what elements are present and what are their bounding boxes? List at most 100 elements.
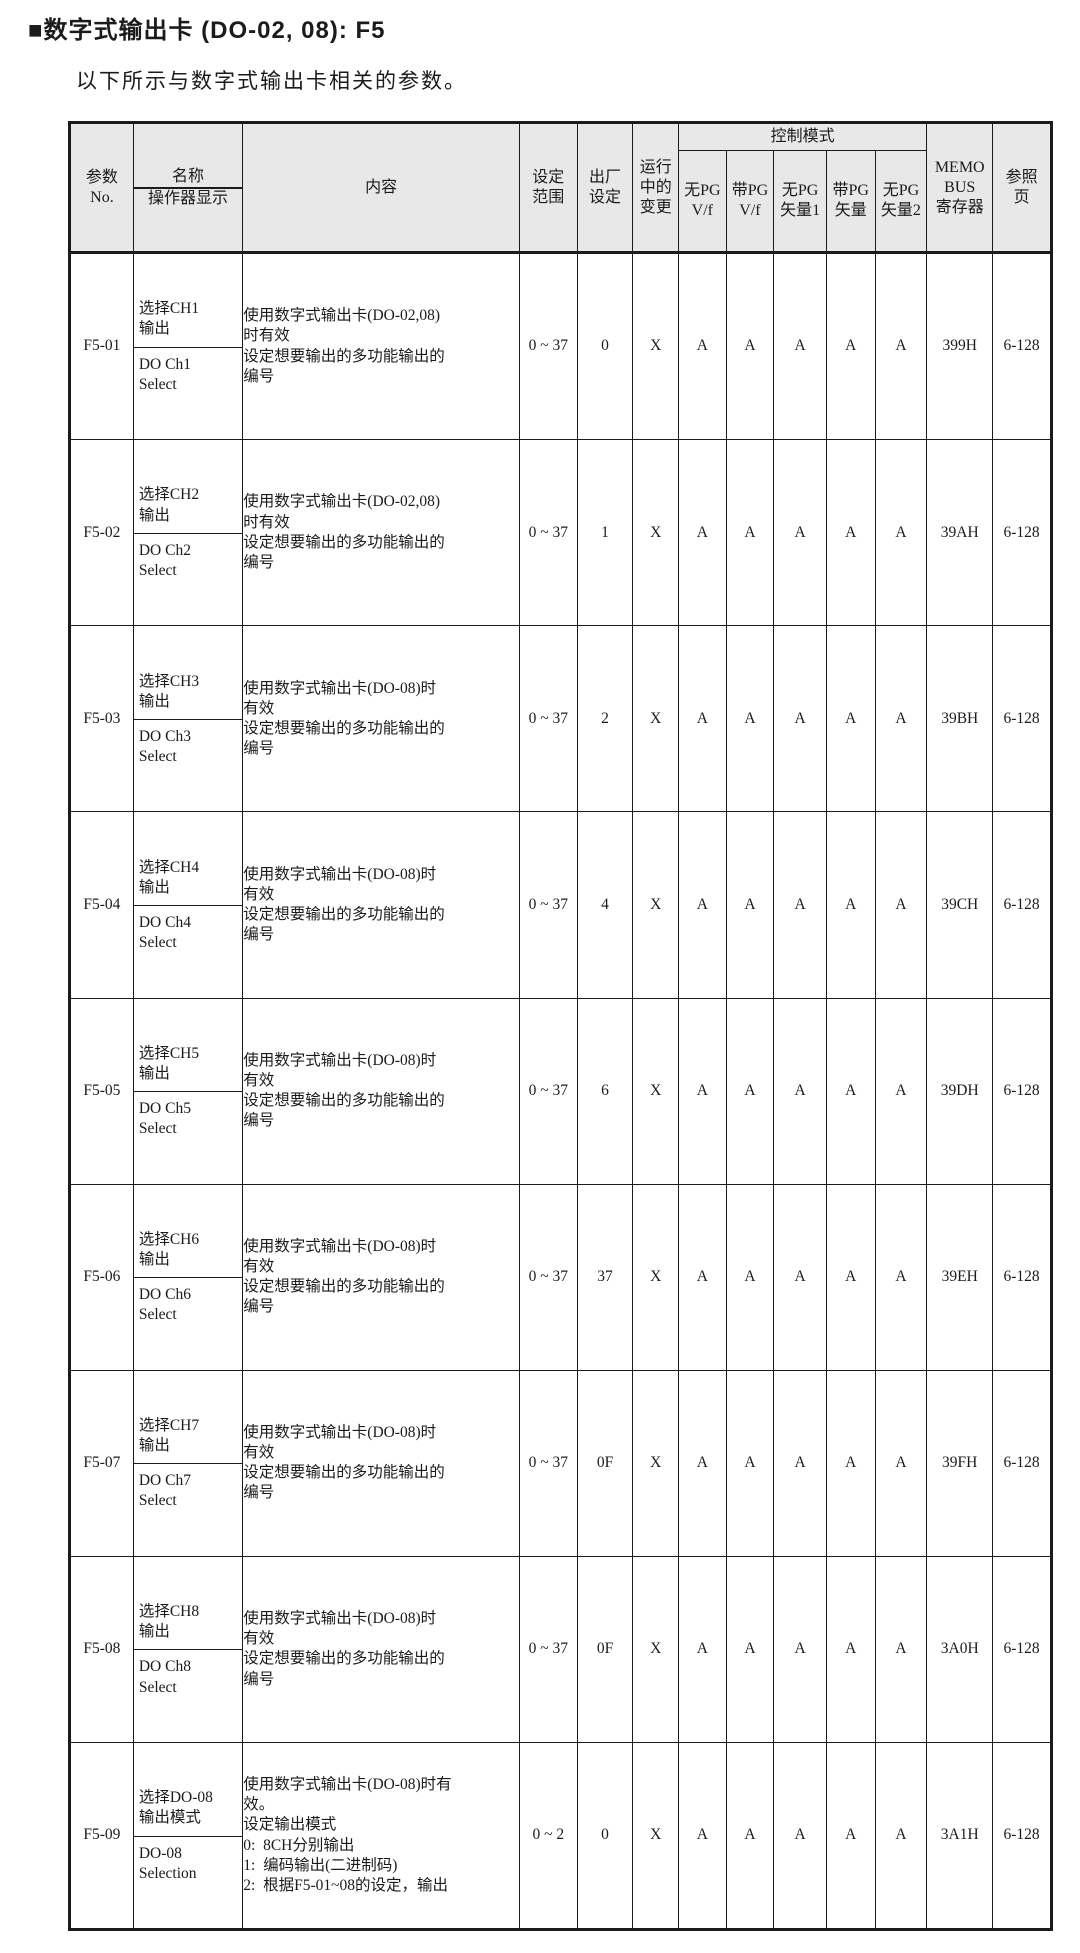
name-chinese: 选择CH5 输出 [134,1039,242,1093]
change-during-run-cell: X [632,1555,680,1744]
name-cell: 选择CH8 输出 DO Ch8 Select [132,1555,244,1744]
name-operator-display: DO Ch2 Select [138,541,191,579]
mode-vf-pg-cell: A [725,1741,775,1931]
name-cell: 选择CH5 输出 DO Ch5 Select [132,997,244,1185]
range-cell: 0 ~ 37 [518,439,578,627]
range-cell: 0 ~ 37 [518,1555,578,1744]
mode-vector2-cell: A [874,1369,928,1557]
content-cell: 使用数字式输出卡(DO-08)时 有效 设定想要输出的多功能输出的 编号 [242,811,520,999]
table-row: F5-01 选择CH1 输出 DO Ch1 Select 使用数字式输出卡(DO… [69,251,1052,441]
name-operator-display: DO Ch5 Select [138,1100,191,1138]
header-control-mode-group: 控制模式 [678,122,928,151]
header-mode-vector2: 无PG 矢量2 [874,150,928,253]
ref-page-cell: 6-128 [992,625,1052,813]
ref-page-cell: 6-128 [992,997,1052,1185]
memobus-register-cell: 3A1H [926,1741,994,1931]
content-cell: 使用数字式输出卡(DO-08)时 有效 设定想要输出的多功能输出的 编号 [242,1183,520,1371]
mode-vf-pg-cell: A [725,625,775,813]
table-row: F5-03 选择CH3 输出 DO Ch3 Select 使用数字式输出卡(DO… [69,625,1052,813]
param-no-cell: F5-09 [69,1741,134,1931]
header-change-during-run: 运行 中的 变更 [632,122,680,253]
param-no-cell: F5-05 [69,997,134,1185]
header-ref-page: 参照 页 [992,122,1052,253]
table-row: F5-04 选择CH4 输出 DO Ch4 Select 使用数字式输出卡(DO… [69,811,1052,999]
mode-vf-cell: A [678,625,727,813]
mode-vf-cell: A [678,1369,727,1557]
change-during-run-cell: X [632,625,680,813]
memobus-register-cell: 39AH [926,439,994,627]
name-cell: 选择CH3 输出 DO Ch3 Select [132,625,244,813]
mode-vector2-cell: A [874,1741,928,1931]
header-mode-vf-pg: 带PG V/f [725,150,775,253]
range-cell: 0 ~ 37 [518,251,578,441]
ref-page-cell: 6-128 [992,1183,1052,1371]
ref-page-cell: 6-128 [992,439,1052,627]
section-subtitle-f5: 以下所示与数字式输出卡相关的参数。 [76,69,467,93]
mode-vector1-cell: A [773,1555,827,1744]
mode-vector-pg-cell: A [825,1741,876,1931]
mode-vf-pg-cell: A [725,439,775,627]
memobus-register-cell: 39EH [926,1183,994,1371]
name-chinese: 选择DO-08 输出模式 [134,1783,242,1837]
table-row: F5-06 选择CH6 输出 DO Ch6 Select 使用数字式输出卡(DO… [69,1183,1052,1371]
header-param-no: 参数 No. [69,122,134,253]
name-operator-display: DO Ch1 Select [138,355,191,393]
name-chinese: 选择CH1 输出 [134,294,242,348]
change-during-run-cell: X [632,1369,680,1557]
mode-vector1-cell: A [773,811,827,999]
mode-vector1-cell: A [773,251,827,441]
header-operator-display: 操作器显示 [148,189,229,207]
mode-vf-cell: A [678,997,727,1185]
mode-vector2-cell: A [874,439,928,627]
name-operator-display: DO-08 Selection [138,1844,197,1882]
mode-vector1-cell: A [773,997,827,1185]
header-mode-vf: 无PG V/f [678,150,727,253]
factory-setting-cell: 4 [576,811,634,999]
memobus-register-cell: 39DH [926,997,994,1185]
header-factory: 出厂 设定 [576,122,634,253]
header-range: 设定 范围 [518,122,578,253]
memobus-register-cell: 399H [926,251,994,441]
range-cell: 0 ~ 37 [518,625,578,813]
ref-page-cell: 6-128 [992,1369,1052,1557]
memobus-register-cell: 39CH [926,811,994,999]
content-cell: 使用数字式输出卡(DO-08)时 有效 设定想要输出的多功能输出的 编号 [242,1369,520,1557]
name-operator-display: DO Ch4 Select [138,913,191,952]
mode-vector-pg-cell: A [825,1183,876,1371]
factory-setting-cell: 0 [576,1741,634,1931]
mode-vector2-cell: A [874,997,928,1185]
param-no-cell: F5-07 [69,1369,134,1557]
parameter-table-f5: 参数 No. 名称 操作器显示 内容 设定 范围 出厂 设定 运行 中的 变更 … [68,121,1053,1932]
change-during-run-cell: X [632,997,680,1185]
name-cell: 选择CH4 输出 DO Ch4 Select [132,811,244,999]
name-cell: 选择CH7 输出 DO Ch7 Select [132,1369,244,1557]
range-cell: 0 ~ 37 [518,1369,578,1557]
content-cell: 使用数字式输出卡(DO-08)时 有效 设定想要输出的多功能输出的 编号 [242,997,520,1185]
table-row: F5-02 选择CH2 输出 DO Ch2 Select 使用数字式输出卡(DO… [69,439,1052,627]
factory-setting-cell: 0F [576,1369,634,1557]
header-memobus: MEMO BUS 寄存器 [926,122,994,253]
mode-vf-cell: A [678,439,727,627]
param-no-cell: F5-08 [69,1555,134,1744]
name-operator-display: DO Ch7 Select [138,1472,191,1510]
factory-setting-cell: 0F [576,1555,634,1744]
factory-setting-cell: 37 [576,1183,634,1371]
name-cell: 选择CH6 输出 DO Ch6 Select [132,1183,244,1371]
factory-setting-cell: 1 [576,439,634,627]
mode-vf-pg-cell: A [725,997,775,1185]
mode-vf-pg-cell: A [725,1369,775,1557]
mode-vf-pg-cell: A [725,1555,775,1744]
ref-page-cell: 6-128 [992,811,1052,999]
name-operator-display: DO Ch3 Select [138,727,191,765]
name-cell: 选择CH2 输出 DO Ch2 Select [132,439,244,627]
name-chinese: 选择CH4 输出 [134,853,242,906]
factory-setting-cell: 2 [576,625,634,813]
mode-vector-pg-cell: A [825,997,876,1185]
param-no-cell: F5-01 [69,251,134,441]
name-operator-display: DO Ch8 Select [138,1658,191,1696]
ref-page-cell: 6-128 [992,251,1052,441]
content-cell: 使用数字式输出卡(DO-08)时有 效。 设定输出模式 0: 8CH分别输出 1… [242,1741,520,1931]
mode-vector1-cell: A [773,625,827,813]
mode-vector-pg-cell: A [825,439,876,627]
range-cell: 0 ~ 37 [518,1183,578,1371]
